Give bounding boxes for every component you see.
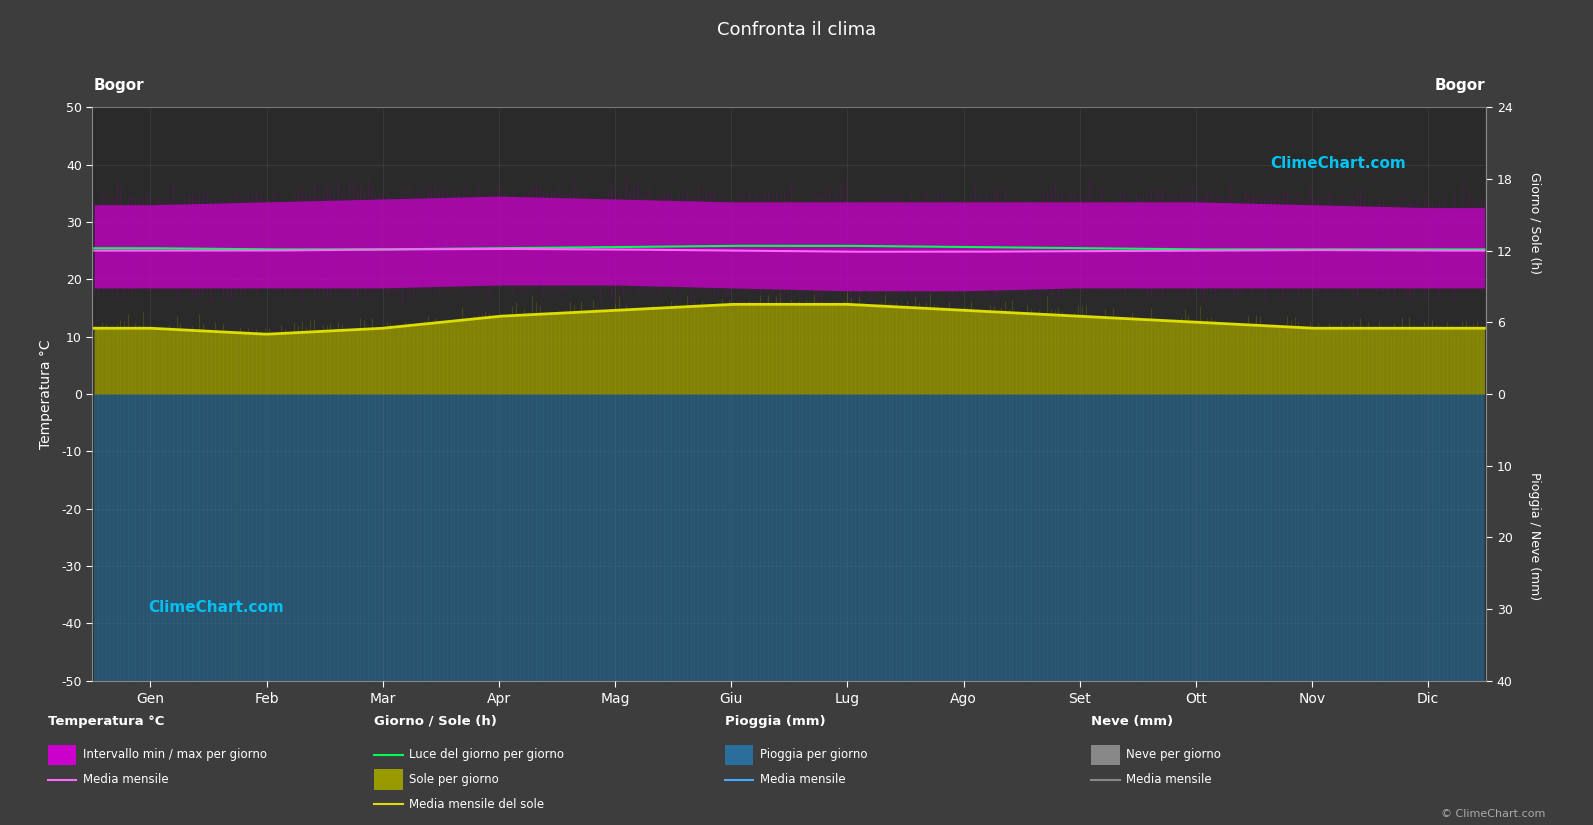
Text: ClimeChart.com: ClimeChart.com bbox=[148, 601, 284, 615]
Text: Neve (mm): Neve (mm) bbox=[1091, 714, 1174, 728]
Text: Temperatura °C: Temperatura °C bbox=[48, 714, 164, 728]
Text: Pioggia (mm): Pioggia (mm) bbox=[725, 714, 825, 728]
Text: Bogor: Bogor bbox=[1434, 78, 1485, 93]
Text: Bogor: Bogor bbox=[94, 78, 145, 93]
Text: Pioggia per giorno: Pioggia per giorno bbox=[760, 748, 867, 761]
Text: Luce del giorno per giorno: Luce del giorno per giorno bbox=[409, 748, 564, 761]
Text: Neve per giorno: Neve per giorno bbox=[1126, 748, 1222, 761]
Text: Sole per giorno: Sole per giorno bbox=[409, 773, 499, 786]
Text: ClimeChart.com: ClimeChart.com bbox=[1270, 156, 1407, 171]
Text: Media mensile: Media mensile bbox=[83, 773, 169, 786]
Text: Media mensile del sole: Media mensile del sole bbox=[409, 798, 545, 811]
Text: Giorno / Sole (h): Giorno / Sole (h) bbox=[374, 714, 497, 728]
Y-axis label: Temperatura °C: Temperatura °C bbox=[40, 339, 53, 449]
Text: Pioggia / Neve (mm): Pioggia / Neve (mm) bbox=[1528, 472, 1542, 601]
Text: Confronta il clima: Confronta il clima bbox=[717, 21, 876, 39]
Text: Media mensile: Media mensile bbox=[1126, 773, 1212, 786]
Text: Giorno / Sole (h): Giorno / Sole (h) bbox=[1528, 172, 1542, 274]
Text: Intervallo min / max per giorno: Intervallo min / max per giorno bbox=[83, 748, 268, 761]
Text: © ClimeChart.com: © ClimeChart.com bbox=[1440, 808, 1545, 818]
Text: Media mensile: Media mensile bbox=[760, 773, 846, 786]
